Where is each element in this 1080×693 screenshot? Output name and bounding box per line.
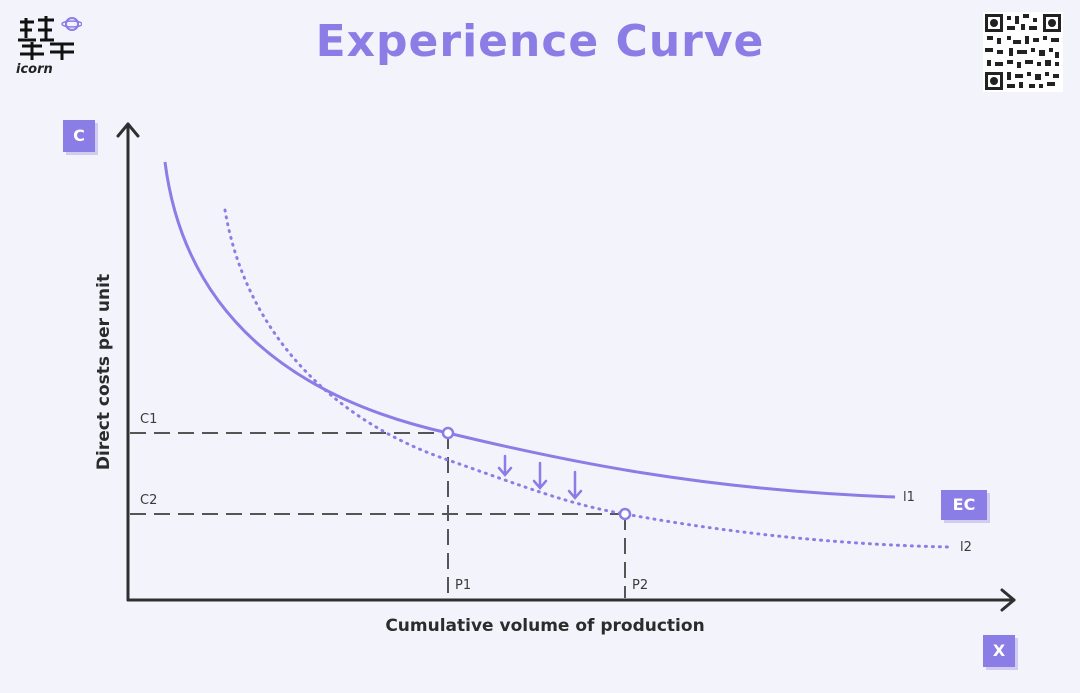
y-axis-arrow-icon bbox=[116, 122, 140, 138]
axes bbox=[116, 122, 1016, 612]
logo-brand-text: icorn bbox=[16, 62, 53, 77]
shift-arrows bbox=[497, 454, 583, 500]
down-arrow-icon bbox=[567, 470, 583, 500]
x-axis-badge: X bbox=[983, 635, 1015, 667]
page-title: Experience Curve bbox=[315, 16, 765, 67]
down-arrow-icon bbox=[497, 454, 513, 477]
down-arrow-icon bbox=[532, 461, 548, 490]
curve-l1 bbox=[163, 161, 896, 499]
curve-l1-label: l1 bbox=[903, 490, 915, 505]
logo-mark-icon bbox=[18, 16, 82, 60]
point-p1 bbox=[441, 426, 455, 440]
guide-lines bbox=[130, 432, 626, 598]
point-p2 bbox=[618, 507, 632, 521]
x-axis-arrow-icon bbox=[1000, 588, 1016, 612]
p1-label: P1 bbox=[455, 578, 472, 593]
y-axis-label: Direct costs per unit bbox=[94, 273, 114, 471]
curve-l2-label: l2 bbox=[960, 540, 972, 555]
ec-badge: EC bbox=[941, 490, 987, 520]
c1-label: C1 bbox=[140, 412, 158, 427]
qr-code-icon bbox=[983, 12, 1063, 92]
x-axis-label: Cumulative volume of production bbox=[385, 616, 705, 636]
logo: icorn bbox=[14, 12, 94, 82]
y-axis-badge: C bbox=[63, 120, 95, 152]
curve-l2 bbox=[223, 208, 952, 549]
p2-label: P2 bbox=[632, 578, 649, 593]
c2-label: C2 bbox=[140, 493, 158, 508]
